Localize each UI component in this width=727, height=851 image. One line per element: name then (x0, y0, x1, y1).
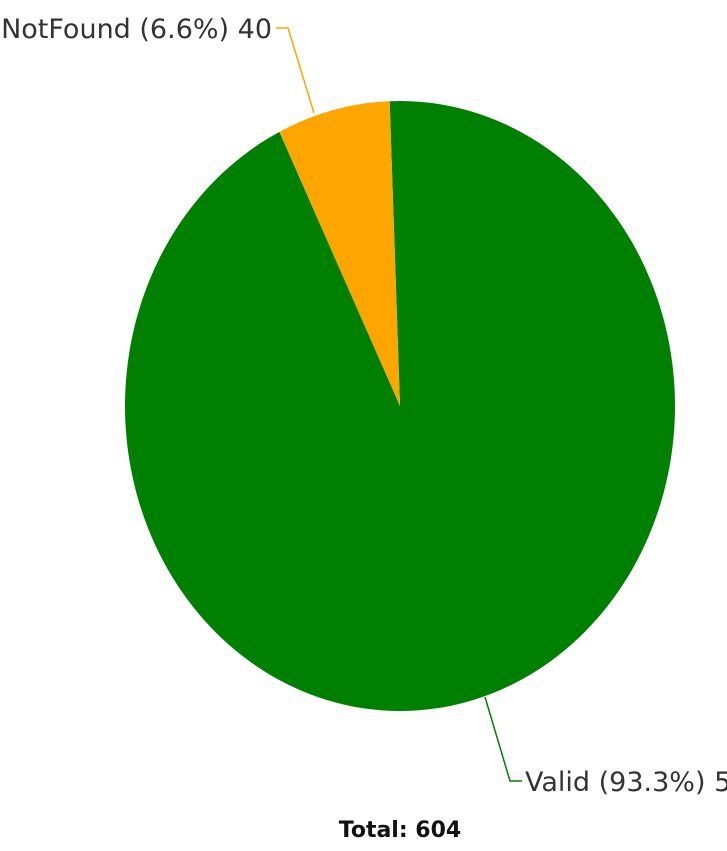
pie-slices (124, 101, 675, 712)
total-label: Total: 604 (339, 818, 461, 843)
leader-line-valid (484, 696, 522, 782)
pie-slice-valid (124, 101, 675, 712)
leader-line-notfound (276, 27, 315, 114)
slice-label-valid: Valid (93.3%) 5 (525, 767, 727, 798)
slice-labels: Valid (93.3%) 5 NotFound (6.6%) 40 (1, 14, 727, 798)
slice-label-notfound: NotFound (6.6%) 40 (1, 14, 272, 45)
leader-lines (276, 27, 522, 782)
pie-slice-notfound (279, 101, 400, 406)
